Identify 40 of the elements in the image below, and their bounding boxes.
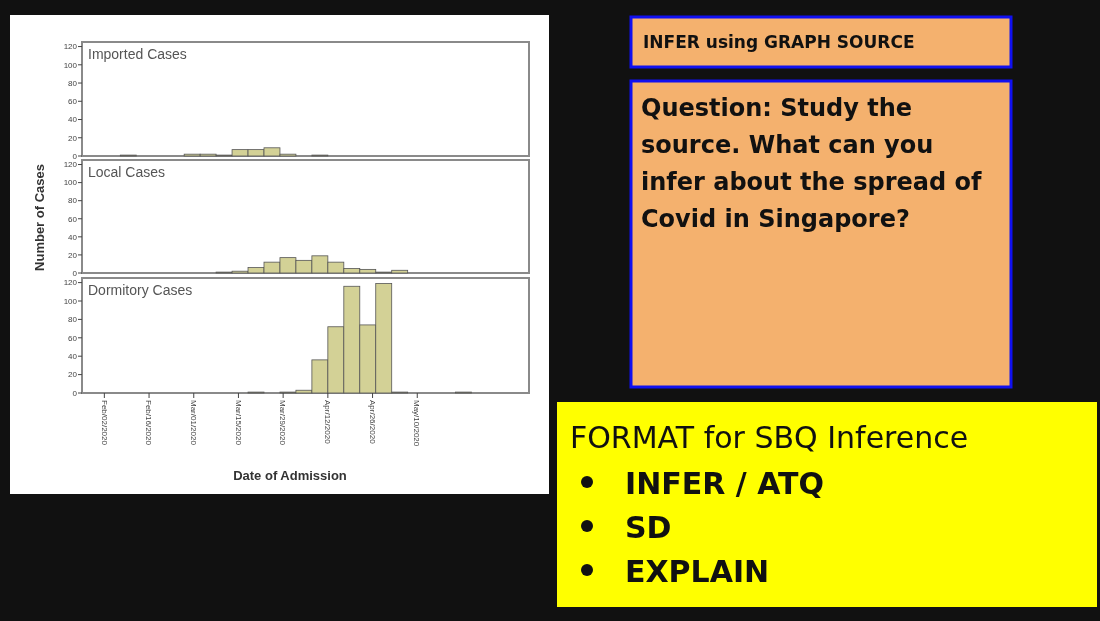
text: FORMAT for SBQ Inference — [570, 420, 969, 455]
y-axis-title: Number of Cases — [32, 164, 47, 271]
y-tick-label: 60 — [68, 333, 78, 343]
y-tick-label: 80 — [68, 78, 78, 88]
y-tick-label: 40 — [68, 115, 78, 125]
y-tick-label: 0 — [72, 388, 78, 398]
x-tick-label: Feb/16/2020 — [144, 400, 154, 446]
chart-title: Imported Cases — [88, 46, 187, 62]
y-tick-label: 120 — [63, 278, 78, 288]
y-tick-label: 0 — [72, 151, 78, 161]
text: EXPLAIN — [625, 554, 770, 589]
x-tick-label: Mar/01/2020 — [188, 400, 198, 446]
text: Question: Study the source. What can you infer about the spread of Covid in Singapore? — [641, 93, 983, 235]
text: SD — [625, 510, 672, 545]
y-tick-label: 80 — [68, 196, 78, 206]
text: INFER / ATQ — [625, 466, 825, 501]
x-tick-label: May/10/2020 — [412, 400, 422, 447]
chart-title: Dormitory Cases — [88, 282, 193, 298]
y-tick-label: 80 — [68, 315, 78, 325]
y-tick-label: 20 — [68, 250, 78, 260]
y-tick-label: 20 — [68, 133, 78, 143]
y-tick-label: 20 — [68, 370, 78, 380]
y-tick-label: 0 — [72, 268, 78, 278]
x-axis-title: Date of Admission — [233, 468, 347, 483]
x-tick-label: Feb/02/2020 — [99, 400, 109, 446]
text: INFER using GRAPH SOURCE — [643, 32, 915, 52]
y-tick-label: 100 — [63, 178, 78, 188]
y-tick-label: 60 — [68, 97, 78, 107]
chart-title: Local Cases — [88, 164, 166, 180]
y-tick-label: 40 — [68, 352, 78, 361]
x-tick-label: Mar/29/2020 — [278, 400, 288, 446]
y-tick-label: 40 — [68, 232, 78, 242]
x-tick-label: Apr/26/2020 — [367, 400, 377, 445]
y-tick-label: 120 — [63, 42, 78, 52]
y-tick-label: 60 — [68, 214, 78, 224]
y-tick-label: 100 — [63, 296, 78, 306]
x-tick-label: Mar/15/2020 — [233, 400, 243, 446]
y-tick-label: 100 — [63, 60, 78, 70]
y-tick-label: 120 — [63, 160, 78, 170]
x-tick-label: Apr/12/2020 — [323, 400, 333, 445]
